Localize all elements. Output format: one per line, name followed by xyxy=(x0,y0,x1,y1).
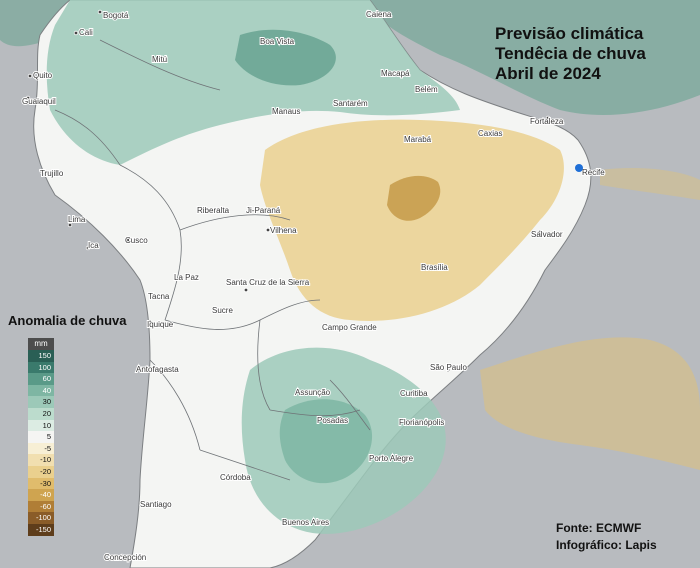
source-credits: Fonte: ECMWF Infográfico: Lapis xyxy=(556,520,657,554)
legend-swatch: -40 xyxy=(28,489,54,501)
legend-swatch: 10 xyxy=(28,419,54,432)
highlight-marker xyxy=(575,164,583,172)
legend-swatch: -5 xyxy=(28,442,54,455)
city-porto-alegre: Porto Alegre xyxy=(369,454,414,463)
city-cordoba: Córdoba xyxy=(220,473,251,482)
city-posadas: Posadas xyxy=(317,416,348,425)
dry-core xyxy=(387,175,441,221)
north-wet-zone xyxy=(46,0,460,165)
legend-swatch: 150 xyxy=(28,350,54,362)
city-santa-cruz: Santa Cruz de la Sierra xyxy=(226,278,310,287)
city-iquique: Iquique xyxy=(147,320,174,329)
legend-swatch: 5 xyxy=(28,431,54,443)
legend-swatch: 20 xyxy=(28,407,54,420)
city-sao-paulo: São Paulo xyxy=(430,363,467,372)
city-bogota: Bogotá xyxy=(103,11,129,20)
map-title: Previsão climática Tendêcia de chuva Abr… xyxy=(495,24,646,84)
city-sucre: Sucre xyxy=(212,306,233,315)
source-line: Fonte: ECMWF xyxy=(556,521,642,535)
city-trujillo: Trujillo xyxy=(40,169,64,178)
title-line-1: Previsão climática xyxy=(495,24,644,43)
legend-swatch: -10 xyxy=(28,454,54,466)
city-santarem: Santarém xyxy=(333,99,368,108)
city-quito: Quito xyxy=(33,71,53,80)
north-wet-core xyxy=(235,29,336,86)
atlantic-dry-streak xyxy=(600,168,700,200)
legend-swatch: 100 xyxy=(28,361,54,374)
city-mitu: Mitú xyxy=(152,55,167,64)
legend-swatch: 30 xyxy=(28,396,54,408)
city-fortaleza: Fortaleza xyxy=(530,117,564,126)
city-riberalta: Riberalta xyxy=(197,206,230,215)
city-belem: Belém xyxy=(415,85,438,94)
city-buenos-aires: Buenos Aires xyxy=(282,518,329,527)
city-cusco: Cusco xyxy=(125,236,148,245)
atlantic-dry-patch xyxy=(480,337,700,470)
legend-swatch: -60 xyxy=(28,500,54,513)
legend-swatch: 40 xyxy=(28,384,54,397)
city-florianopolis: Florianópolis xyxy=(399,418,444,427)
legend-swatch: -150 xyxy=(28,523,54,536)
city-tacna: Tacna xyxy=(148,292,170,301)
city-concepcion: Concepción xyxy=(104,553,146,562)
city-lima: Lima xyxy=(68,215,86,224)
city-markers: Bogotá Cali Quito Guaiaquil Trujillo Lim… xyxy=(21,9,606,563)
infographic-credit: Infográfico: Lapis xyxy=(556,538,657,552)
city-maraba: Marabá xyxy=(404,135,432,144)
legend-swatch: 60 xyxy=(28,373,54,385)
legend: mm 150 100 60 40 30 20 10 5 -5 -10 -20 -30 -40 -60 -10… xyxy=(28,338,54,536)
south-wet-core xyxy=(279,399,373,484)
title-line-2: Tendêcia de chuva xyxy=(495,44,646,63)
city-santiago: Santiago xyxy=(140,500,172,509)
city-salvador: Salvador xyxy=(531,230,563,239)
city-caxias: Caxias xyxy=(478,129,502,138)
city-manaus: Manaus xyxy=(272,107,300,116)
city-ica: Ica xyxy=(88,241,99,250)
city-antofagasta: Antofagasta xyxy=(136,365,179,374)
city-vilhena: Vilhena xyxy=(270,226,297,235)
city-guaiaquil: Guaiaquil xyxy=(22,97,56,106)
country-borders xyxy=(54,39,371,481)
city-boa-vista: Boa Vista xyxy=(260,37,295,46)
legend-swatch: -100 xyxy=(28,512,54,524)
city-campo-grande: Campo Grande xyxy=(322,323,377,332)
city-brasilia: Brasília xyxy=(421,263,448,272)
city-macapa: Macapá xyxy=(381,69,410,78)
city-ji-parana: Ji-Paraná xyxy=(246,206,281,215)
city-cali: Cali xyxy=(79,28,93,37)
atlantic-wet-patch xyxy=(360,0,700,115)
legend-unit: mm xyxy=(28,338,54,350)
legend-swatch: -20 xyxy=(28,465,54,478)
city-la-paz: La Paz xyxy=(174,273,199,282)
title-line-3: Abril de 2024 xyxy=(495,64,601,83)
city-caiena: Caiena xyxy=(366,10,392,19)
city-assuncao: Assunção xyxy=(295,388,331,397)
legend-title: Anomalia de chuva xyxy=(8,313,127,328)
city-recife: Recife xyxy=(582,168,605,177)
city-curitiba: Curitiba xyxy=(400,389,428,398)
legend-swatch: -30 xyxy=(28,477,54,490)
